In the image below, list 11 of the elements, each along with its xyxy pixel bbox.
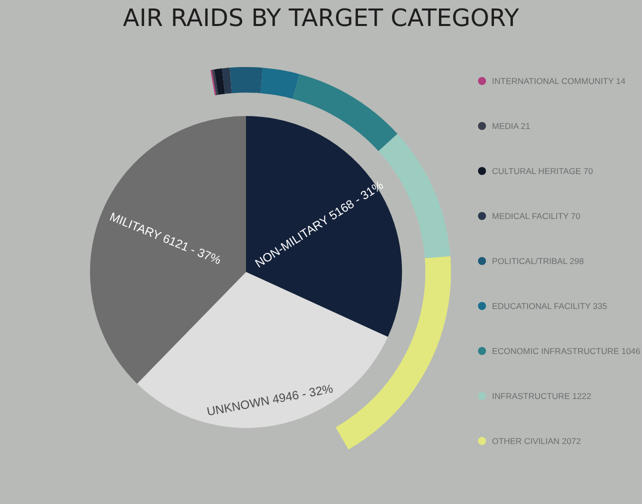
legend-label: CULTURAL HERITAGE 70 — [492, 166, 593, 176]
legend-label: INFRASTRUCTURE 1222 — [492, 390, 592, 400]
legend-label: OTHER CIVILIAN 2072 — [492, 436, 581, 446]
legend-label: EDUCATIONAL FACILITY 335 — [492, 300, 608, 310]
legend-label: MEDICAL FACILITY 70 — [492, 210, 580, 220]
legend-label: MEDIA 21 — [492, 120, 530, 130]
chart-title: AIR RAIDS BY TARGET CATEGORY — [122, 4, 520, 32]
slice-label: UNKNOWN 4946 - 32% — [206, 381, 334, 419]
legend-label: POLITICAL/TRIBAL 298 — [492, 256, 584, 266]
legend-label: INTERNATIONAL COMMUNITY 14 — [492, 76, 626, 86]
legend-label: ECONOMIC INFRASTRUCTURE 1046 — [492, 346, 640, 356]
